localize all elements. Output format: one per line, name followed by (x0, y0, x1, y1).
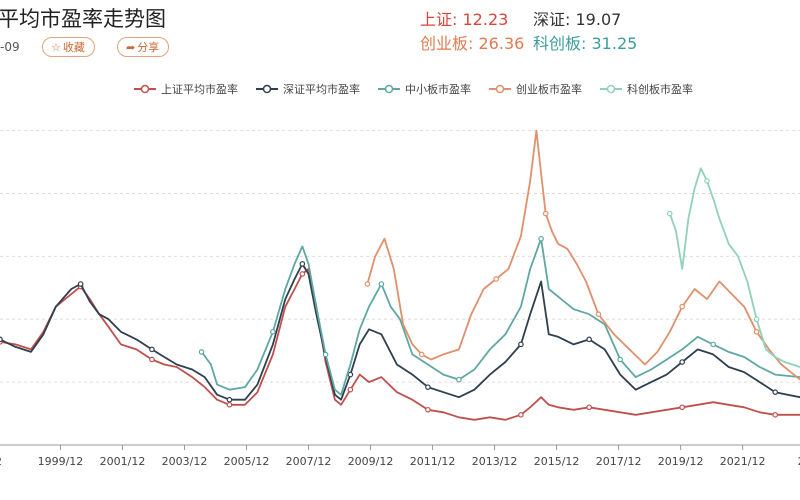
data-point-cy (595, 311, 602, 318)
stat-value: 26.36 (478, 34, 525, 53)
stat-value: 31.25 (591, 34, 638, 53)
legend-item-kc[interactable]: 科创板市盈率 (600, 80, 693, 98)
data-point-sh (299, 271, 306, 277)
series-line-kc (668, 167, 800, 368)
data-point-cy (753, 329, 760, 335)
legend-item-cy[interactable]: 创业板市盈率 (489, 80, 582, 98)
data-point-sh (518, 412, 524, 418)
data-point-zx (710, 341, 716, 348)
legend-label: 科创板市盈率 (627, 83, 693, 96)
data-point-kc (666, 210, 673, 217)
data-point-sh (149, 356, 155, 363)
data-point-sh (679, 404, 685, 411)
x-tick-label: 2013/12 (472, 455, 518, 468)
x-tick-label: 2007/12 (286, 455, 332, 468)
data-point-sz (518, 341, 524, 348)
date-text: -09 (0, 40, 20, 54)
star-icon: ☆ (51, 41, 61, 54)
stat-label: 科创板: (533, 34, 587, 53)
page-title: 平均市盈率走势图 (0, 7, 166, 31)
data-point-zx (198, 349, 205, 355)
data-point-sz (77, 281, 84, 287)
data-point-sz (586, 336, 592, 343)
legend-label: 创业板市盈率 (516, 83, 582, 96)
x-tick-label: 2001/12 (100, 455, 146, 468)
legend-marker-icon (489, 84, 511, 94)
data-point-cy (493, 276, 499, 282)
data-point-sz (347, 371, 354, 378)
x-tick-label: 2005/12 (224, 455, 270, 468)
stat-label: 深证: (533, 10, 571, 29)
x-tick-label: 2015/12 (534, 455, 580, 468)
data-point-kc (753, 316, 760, 323)
data-point-zx (270, 329, 276, 335)
legend-marker-icon (600, 84, 622, 94)
data-point-sz (0, 336, 3, 343)
legend-item-zx[interactable]: 中小板市盈率 (378, 80, 471, 98)
legend-label: 上证平均市盈率 (161, 83, 238, 96)
legend-label: 中小板市盈率 (405, 83, 471, 96)
data-point-zx (456, 376, 462, 383)
x-tick-label: 2021/12 (720, 455, 766, 468)
data-point-sh (425, 406, 431, 413)
x-tick-label: 1999/12 (38, 455, 84, 468)
series-line-sz (0, 263, 800, 401)
data-point-cy (364, 281, 371, 287)
legend-marker-icon (378, 84, 400, 94)
x-tick-label: 2003/12 (162, 455, 208, 468)
legend-item-sh[interactable]: 上证平均市盈率 (134, 80, 238, 98)
legend-item-sz[interactable]: 深证平均市盈率 (256, 80, 360, 98)
stat-chinext: 创业板: 26.36 (420, 30, 524, 54)
pe-ratio-line-chart: 2 1999/12 2001/12 2003/12 2005/12 2007/12 2009… (0, 129, 800, 468)
chart-legend: 上证平均市盈率 深证平均市盈率 中小板市盈率 创业板市盈率 科创板市盈率 (134, 80, 693, 98)
stat-value: 12.23 (462, 10, 509, 29)
legend-label: 深证平均市盈率 (283, 83, 360, 96)
favorite-button[interactable]: ☆ 收藏 (42, 37, 95, 57)
data-point-zx (378, 281, 385, 287)
stat-shenzhen: 深证: 19.07 (533, 6, 621, 30)
x-tick-label: 2011/12 (410, 455, 456, 468)
x-tick-label: 2009/12 (348, 455, 394, 468)
stat-label: 上证: (420, 10, 458, 29)
data-point-zx (617, 356, 623, 363)
data-point-sz (226, 396, 233, 403)
data-point-cy (418, 351, 425, 358)
share-arrow-icon: ➦ (126, 41, 136, 54)
stat-label: 创业板: (420, 34, 474, 53)
data-point-cy (542, 210, 549, 217)
x-tick-label: 20 (798, 455, 800, 468)
share-label: 分享 (137, 41, 160, 54)
legend-marker-icon (134, 84, 156, 94)
data-point-sz (299, 261, 306, 267)
data-point-sz (679, 359, 685, 365)
legend-marker-icon (256, 84, 278, 94)
series-line-cy (366, 129, 800, 381)
stat-star-market: 科创板: 31.25 (533, 30, 637, 54)
data-point-sh (226, 401, 233, 408)
data-point-sh (586, 404, 592, 411)
data-point-sz (149, 346, 155, 353)
series-line-sh (0, 268, 800, 421)
x-tick-label: 2017/12 (596, 455, 642, 468)
data-point-sz (772, 389, 778, 395)
data-point-sh (772, 412, 778, 418)
share-button[interactable]: ➦ 分享 (117, 37, 170, 57)
x-tick-label: 2019/12 (658, 455, 704, 468)
favorite-label: 收藏 (62, 41, 85, 54)
data-point-zx (322, 351, 329, 358)
data-point-zx (538, 235, 544, 242)
stat-value: 19.07 (575, 10, 622, 29)
data-point-sz (425, 384, 431, 390)
data-point-kc (704, 178, 710, 184)
data-point-cy (679, 303, 685, 310)
stat-shanghai: 上证: 12.23 (420, 6, 508, 30)
series-line-zx (200, 237, 800, 396)
data-point-sh (347, 386, 354, 393)
x-tick-label: 2 (0, 455, 2, 468)
